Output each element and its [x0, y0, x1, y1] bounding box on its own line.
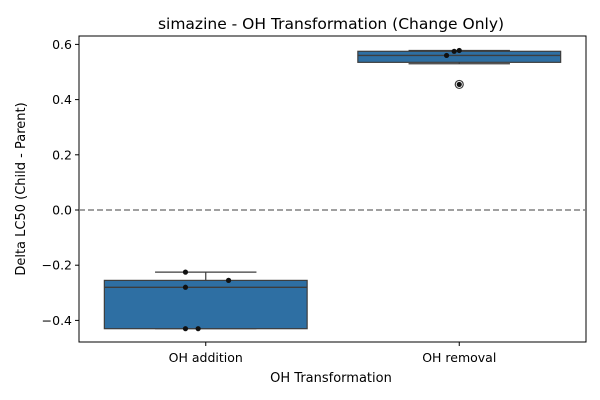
chart-title: simazine - OH Transformation (Change Onl…: [158, 15, 504, 33]
y-tick-label: 0.6: [52, 37, 72, 52]
data-point: [182, 326, 189, 332]
y-tick-label: 0.4: [52, 92, 72, 107]
y-tick-label: 0.0: [52, 203, 72, 218]
y-axis-title: Delta LC50 (Child - Parent): [14, 102, 29, 275]
x-tick-label: OH removal: [422, 350, 496, 365]
plot-layer: [79, 47, 586, 332]
y-tick-label: −0.4: [42, 313, 72, 328]
x-tick-label: OH addition: [169, 350, 243, 365]
y-tick-label: −0.2: [42, 258, 72, 273]
outlier-marker: [454, 79, 464, 90]
data-point: [182, 269, 189, 275]
box-iqr: [103, 279, 308, 330]
plot-area-frame: [78, 35, 587, 343]
data-point: [451, 48, 457, 54]
y-axis: −0.4 −0.2 0.0 0.2 0.4 0.6: [42, 37, 79, 328]
data-point: [456, 47, 462, 54]
x-axis: OH addition OH removal: [169, 342, 496, 365]
x-axis-title: OH Transformation: [270, 371, 392, 386]
data-point: [456, 81, 462, 88]
data-point: [182, 284, 189, 290]
y-tick-label: 0.2: [52, 147, 72, 162]
data-point: [225, 277, 232, 283]
data-point: [443, 52, 450, 59]
data-point: [195, 326, 201, 332]
